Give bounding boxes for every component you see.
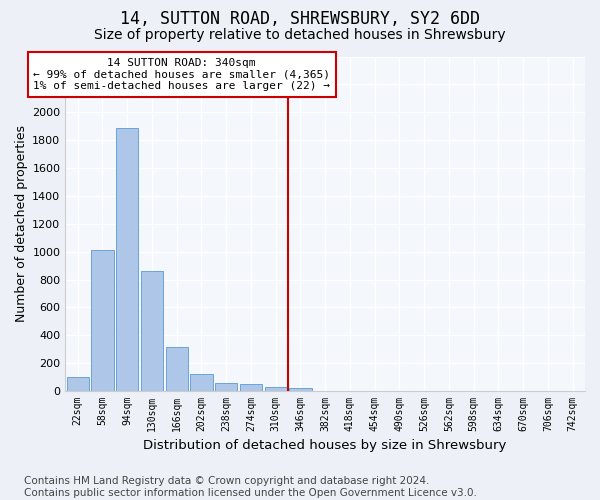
Bar: [141, 271, 163, 391]
Text: Contains HM Land Registry data © Crown copyright and database right 2024.
Contai: Contains HM Land Registry data © Crown c…: [24, 476, 477, 498]
Bar: [289, 388, 311, 391]
Bar: [166, 347, 188, 391]
Bar: [190, 374, 212, 391]
Y-axis label: Number of detached properties: Number of detached properties: [15, 126, 28, 322]
Bar: [116, 128, 138, 391]
Text: 14, SUTTON ROAD, SHREWSBURY, SY2 6DD: 14, SUTTON ROAD, SHREWSBURY, SY2 6DD: [120, 10, 480, 28]
Text: 14 SUTTON ROAD: 340sqm
← 99% of detached houses are smaller (4,365)
1% of semi-d: 14 SUTTON ROAD: 340sqm ← 99% of detached…: [33, 58, 330, 91]
Bar: [265, 387, 287, 391]
X-axis label: Distribution of detached houses by size in Shrewsbury: Distribution of detached houses by size …: [143, 440, 507, 452]
Bar: [67, 377, 89, 391]
Bar: [91, 250, 113, 391]
Text: Size of property relative to detached houses in Shrewsbury: Size of property relative to detached ho…: [94, 28, 506, 42]
Bar: [215, 383, 237, 391]
Bar: [240, 384, 262, 391]
